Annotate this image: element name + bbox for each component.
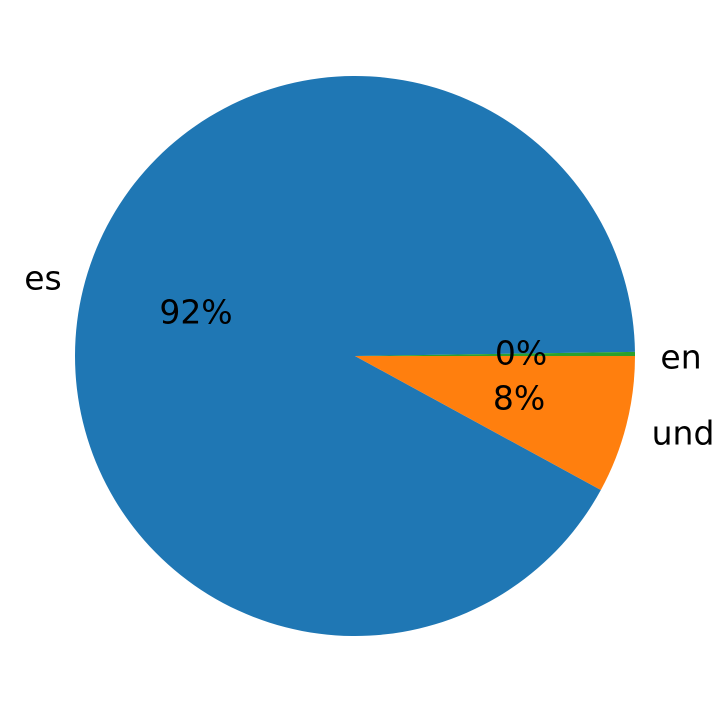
pie-wedge-und[interactable]	[355, 356, 635, 491]
pie-wedge-es[interactable]	[75, 76, 635, 637]
pie-wedge-en[interactable]	[355, 351, 635, 356]
pie-wedges	[75, 76, 635, 637]
